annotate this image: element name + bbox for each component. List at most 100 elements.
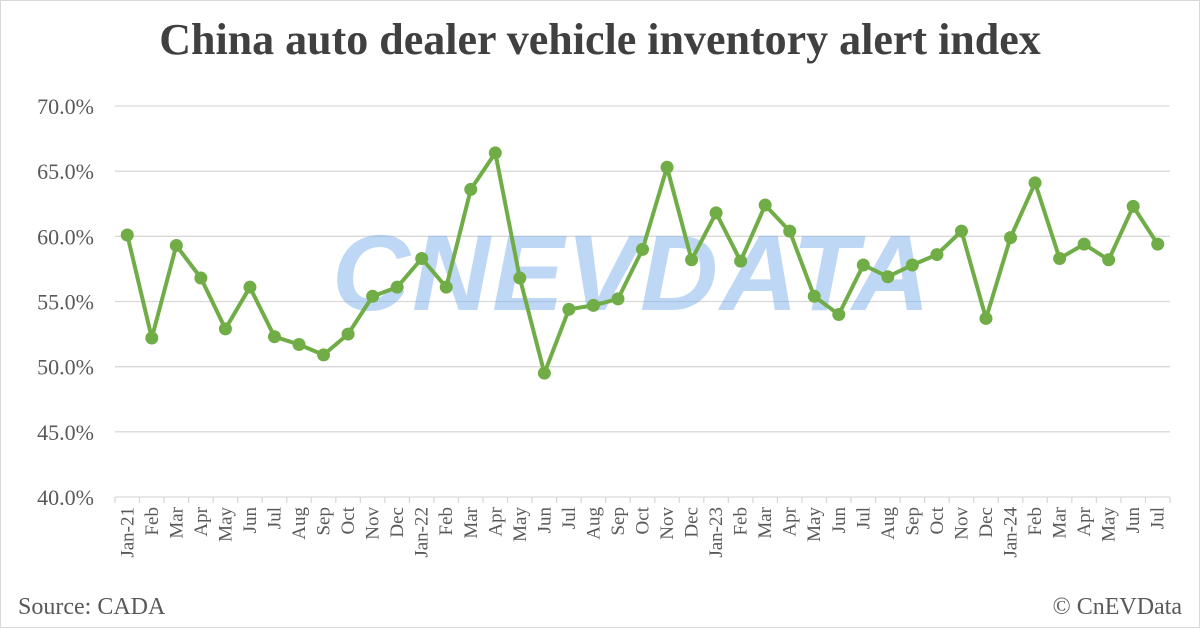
x-tick-label: Aug [878, 507, 899, 540]
x-tick-label: Jan-24 [1001, 507, 1022, 558]
x-tick-label: Jan-21 [117, 507, 138, 558]
data-point [783, 224, 797, 238]
x-tick-label: Apr [1074, 506, 1095, 536]
y-tick-label: 60.0% [37, 224, 94, 249]
data-point [1053, 251, 1067, 265]
gridlines [115, 105, 1170, 498]
x-tick-label: Mar [1050, 506, 1071, 538]
data-point [1028, 176, 1042, 190]
x-tick-label: Feb [436, 507, 457, 536]
data-point [660, 160, 674, 174]
x-tick-label: Jun [829, 507, 850, 534]
x-tick-label: Mar [755, 506, 776, 538]
x-tick-label: Jun [240, 507, 261, 534]
data-point [218, 322, 232, 336]
data-point [169, 238, 183, 252]
data-point [464, 182, 478, 196]
x-tick-label: Mar [166, 506, 187, 538]
x-tick-label: May [510, 507, 531, 542]
data-point [243, 280, 257, 294]
x-tick-label: May [1099, 507, 1120, 542]
x-tick-label: Jul [559, 507, 580, 529]
x-tick-label: Jan-22 [412, 507, 433, 558]
data-point [390, 280, 404, 294]
data-point [292, 338, 306, 352]
x-tick-label: Dec [976, 507, 997, 538]
x-tick-label: Oct [338, 506, 359, 534]
x-tick-label: Apr [485, 506, 506, 536]
data-point [832, 308, 846, 322]
data-point [1102, 253, 1116, 267]
data-point [562, 302, 576, 316]
data-point [341, 327, 355, 341]
x-tick-label: Dec [682, 507, 703, 538]
data-point [930, 248, 944, 262]
x-axis-ticks: Jan-21 Feb Mar Apr May Jun Jul Aug Sep Oct Nov Dec J… [117, 506, 1168, 557]
data-point [513, 271, 527, 285]
x-tick-label: Nov [951, 507, 972, 540]
data-point [685, 253, 699, 267]
x-tick-label: Jul [264, 507, 285, 529]
x-tick-label: Feb [731, 507, 752, 536]
x-tick-label: May [215, 507, 236, 542]
x-tick-label: Apr [191, 506, 212, 536]
x-tick-label: Feb [142, 507, 163, 536]
x-tick-label: Oct [927, 506, 948, 534]
data-point [758, 198, 772, 212]
x-tick-label: Mar [461, 506, 482, 538]
data-point [709, 206, 723, 220]
y-tick-label: 55.0% [37, 290, 94, 315]
y-tick-label: 50.0% [37, 355, 94, 380]
x-tick-label: May [804, 507, 825, 542]
x-tick-label: Sep [314, 507, 335, 536]
x-axis-tick-marks [114, 497, 1171, 503]
data-point [807, 289, 821, 303]
data-point [317, 348, 331, 362]
data-point [145, 331, 159, 345]
x-tick-label: Aug [583, 507, 604, 540]
chart-title: China auto dealer vehicle inventory aler… [159, 15, 1041, 64]
x-tick-label: Feb [1025, 507, 1046, 536]
x-tick-label: Dec [387, 507, 408, 538]
data-point [267, 330, 281, 344]
y-tick-label: 65.0% [37, 159, 94, 184]
data-point [734, 254, 748, 268]
x-tick-label: Apr [780, 506, 801, 536]
y-tick-label: 45.0% [37, 420, 94, 445]
data-point [636, 242, 649, 256]
x-tick-label: Sep [902, 507, 923, 536]
x-tick-label: Sep [608, 507, 629, 536]
source-note: Source: CADA [18, 594, 166, 620]
data-point [120, 228, 134, 242]
data-point [611, 292, 625, 306]
y-tick-label: 40.0% [37, 485, 94, 510]
data-point [881, 270, 895, 284]
data-point [439, 280, 453, 294]
data-point [586, 298, 600, 312]
data-point [1077, 237, 1091, 251]
data-point [415, 251, 429, 265]
data-point [1126, 199, 1140, 213]
data-point [537, 366, 551, 380]
x-tick-label: Nov [657, 507, 678, 540]
y-tick-label: 70.0% [37, 94, 94, 119]
x-tick-label: Nov [363, 507, 384, 540]
data-point [856, 258, 870, 272]
copyright-note: © CnEVData [1052, 594, 1182, 620]
data-point [1004, 231, 1018, 245]
data-point [366, 289, 380, 303]
data-point [488, 146, 502, 160]
series-inventory-index [120, 146, 1165, 380]
x-tick-label: Oct [633, 506, 654, 534]
x-tick-label: Aug [289, 507, 310, 540]
data-point [194, 271, 208, 285]
x-tick-label: Jun [534, 507, 555, 534]
data-point [1151, 237, 1165, 251]
x-tick-label: Jan-23 [706, 507, 727, 558]
y-axis-ticks: 40.0% 45.0% 50.0% 55.0% 60.0% 65.0% 70.0% [37, 94, 94, 510]
data-point [979, 311, 993, 325]
x-tick-label: Jul [853, 507, 874, 529]
data-point [905, 258, 919, 272]
x-tick-label: Jul [1148, 507, 1169, 529]
